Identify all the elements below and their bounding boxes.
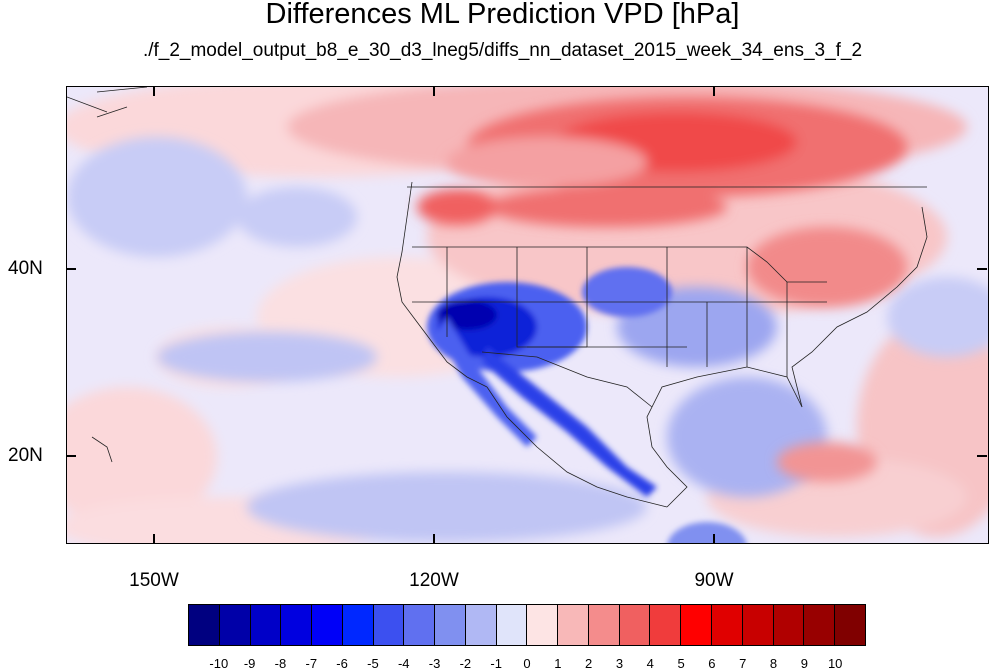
lon-tick-90w-bottom [713, 534, 715, 544]
colorbar-swatch [650, 605, 682, 645]
colorbar-swatch [189, 605, 220, 645]
colorbar-swatch [342, 605, 374, 645]
colorbar-tick-label: 6 [708, 656, 716, 671]
colorbar-swatch [250, 605, 282, 645]
colorbar-swatch [681, 605, 713, 645]
colorbar-tick-label: 5 [677, 656, 685, 671]
colorbar-swatch [496, 605, 528, 645]
lon-label-150w: 150W [129, 570, 179, 591]
colorbar-swatch [773, 605, 805, 645]
colorbar-tick-label: -1 [490, 656, 502, 671]
chart-subtitle: ./f_2_model_output_b8_e_30_d3_lneg5/diff… [142, 40, 863, 61]
colorbar-swatch [435, 605, 466, 645]
colorbar-tick-label: 9 [800, 656, 808, 671]
colorbar-swatch [742, 605, 774, 645]
colorbar-tick-label: -4 [397, 656, 410, 671]
colorbar-swatch [373, 605, 405, 645]
colorbar-tick-label: -9 [243, 656, 256, 671]
colorbar-swatch [588, 605, 620, 645]
lat-label-40n: 40N [8, 258, 43, 279]
chart-title: Differences ML Prediction VPD [hPa] [265, 0, 740, 30]
colorbar-tick-label: -2 [459, 656, 472, 671]
lon-tick-90w-top [713, 86, 715, 96]
colorbar-tick-label: 7 [739, 656, 747, 671]
colorbar-tick-label: 3 [615, 656, 624, 671]
lat-tick-20n-right [977, 455, 987, 457]
positive-anomaly-core [417, 97, 907, 482]
colorbar-tick-label: 8 [769, 656, 778, 671]
colorbar-swatch [312, 605, 343, 645]
colorbar-swatch [558, 605, 589, 645]
coastlines-and-borders [67, 87, 928, 508]
lon-tick-120w-bottom [433, 534, 435, 544]
colorbar-tick-label: -8 [274, 656, 287, 671]
colorbar-swatch [281, 605, 313, 645]
lat-label-20n: 20N [8, 445, 43, 466]
lat-tick-40n-right [977, 268, 987, 270]
lon-label-120w: 120W [409, 570, 459, 591]
colorbar-tick-label: -5 [367, 656, 379, 671]
colorbar-tick-label: -6 [336, 656, 348, 671]
colorbar-tick-label: -7 [305, 656, 318, 671]
negative-anomaly-core [427, 267, 747, 543]
colorbar-swatch [712, 605, 743, 645]
colorbar-swatch [619, 605, 651, 645]
lon-tick-150w-bottom [153, 534, 155, 544]
map-panel [66, 86, 989, 544]
colorbar-tick-label: 1 [554, 656, 562, 671]
colorbar-swatch [835, 605, 865, 645]
lon-tick-150w-top [153, 86, 155, 96]
colorbar-labels: -10 -9 -8 -7 -6 -5 -4 -3 -2 -1 0 1 2 3 4 5 6 7 8 9 10 [0, 656, 1005, 672]
colorbar-swatch [219, 605, 251, 645]
colorbar-swatch [804, 605, 836, 645]
colorbar-swatch [404, 605, 436, 645]
colorbar-swatch [465, 605, 497, 645]
lat-tick-20n-left [66, 455, 76, 457]
colorbar [188, 604, 866, 646]
colorbar-tick-label: -10 [209, 656, 229, 671]
lat-tick-40n-left [66, 268, 76, 270]
colorbar-tick-label: 10 [827, 656, 843, 671]
lon-label-90w: 90W [694, 570, 734, 591]
colorbar-tick-label: 0 [523, 656, 531, 671]
colorbar-tick-label: 2 [585, 656, 593, 671]
colorbar-swatch [527, 605, 559, 645]
colorbar-tick-label: 4 [646, 656, 654, 671]
vpd-field-map [67, 87, 988, 543]
lon-tick-120w-top [433, 86, 435, 96]
colorbar-tick-label: -3 [428, 656, 441, 671]
